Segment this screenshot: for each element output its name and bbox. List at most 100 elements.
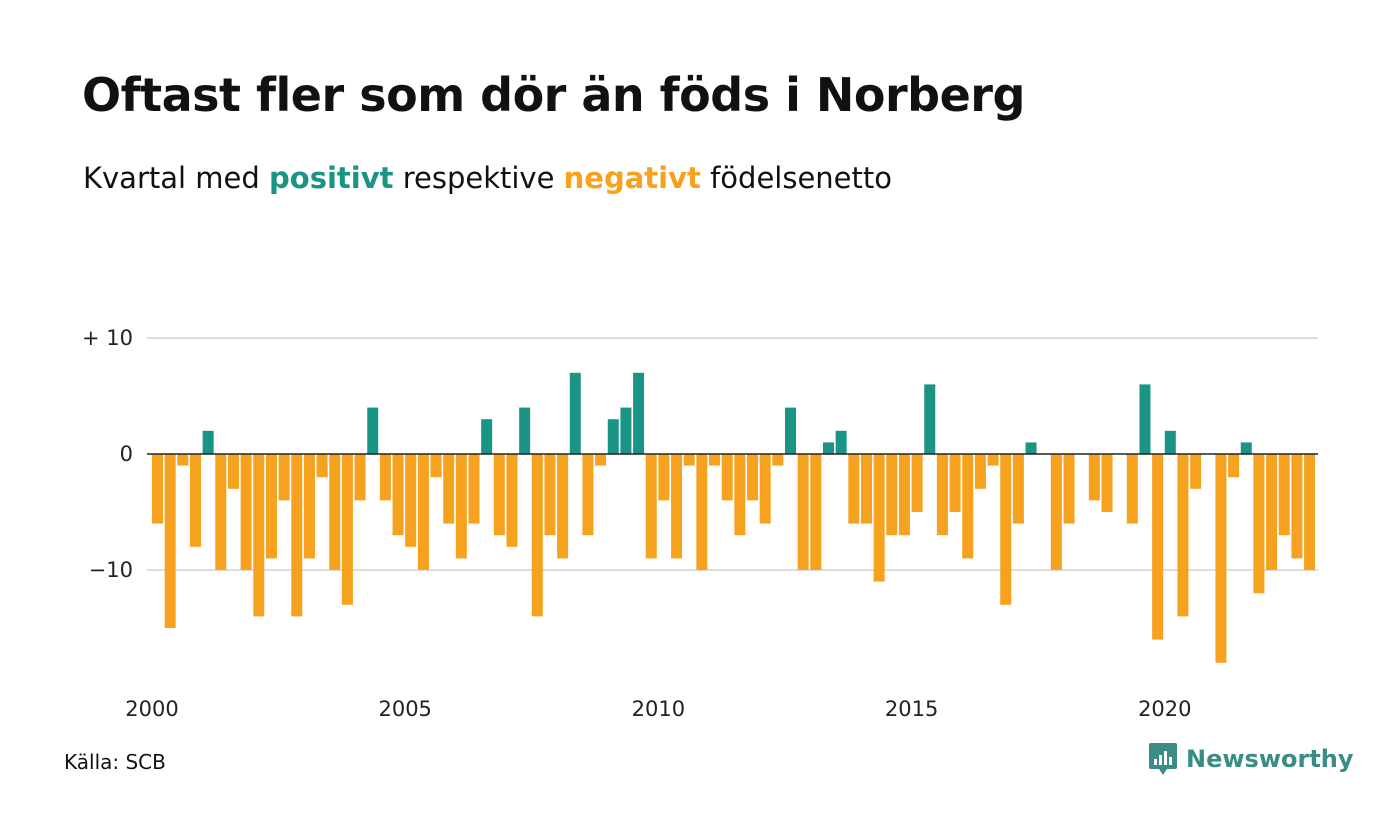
bar-positive [835,430,847,454]
bar-negative [860,454,872,524]
bar-positive [569,372,581,454]
bar-positive [785,407,796,454]
bar-negative [215,454,227,570]
source-note: Källa: SCB [64,750,166,774]
bar-negative [417,454,429,570]
subtitle-suffix: födelsenetto [700,161,892,195]
bar-negative [898,454,910,536]
bar-negative [455,454,467,559]
y-tick-label: + 10 [82,326,133,350]
bar-negative [759,454,771,524]
bar-negative [1228,454,1240,478]
bar-negative [531,454,543,617]
bar-negative [683,454,695,466]
x-axis-ticks: 2000 2005 2010 2015 2020 [125,697,1191,721]
bar-negative [1101,454,1113,512]
y-tick-label: 0 [120,442,133,466]
bar-negative [595,454,607,466]
bar-negative [253,454,265,617]
bar-negative [987,454,999,466]
bar-negative [1253,454,1265,594]
y-axis-ticks: + 10 0 −10 [82,326,133,582]
bar-negative [886,454,898,536]
bar-negative [430,454,442,478]
bar-negative [734,454,746,536]
bar-negative [1291,454,1303,559]
bar-negative [341,454,353,605]
bar-negative [1126,454,1138,524]
bar-negative [1152,454,1164,640]
bars-layer [152,372,1316,663]
bar-negative [316,454,328,478]
bar-positive [1139,384,1151,454]
bar-negative [949,454,961,512]
bar-negative [1190,454,1202,489]
bar-negative [797,454,809,570]
bar-positive [481,419,493,454]
bar-negative [1063,454,1075,524]
bar-negative [911,454,923,512]
bar-negative [848,454,860,524]
bar-negative [189,454,201,547]
bar-negative [810,454,822,570]
bar-negative [962,454,974,559]
bar-positive [367,407,379,454]
bar-negative [164,454,176,628]
bar-negative [582,454,594,536]
newsworthy-logo-icon [1149,743,1177,775]
bar-negative [873,454,885,582]
bar-negative [1012,454,1024,524]
bar-negative [227,454,239,489]
bar-negative [405,454,417,547]
bar-negative [557,454,569,559]
bar-negative [354,454,366,501]
x-tick-label: 2010 [632,697,685,721]
bar-negative [265,454,277,559]
subtitle-prefix: Kvartal med [83,161,270,195]
bar-negative [392,454,404,536]
chart-subtitle: Kvartal med positivt respektive negativt… [83,160,892,198]
bar-negative [443,454,455,524]
brand[interactable]: Newsworthy [1148,742,1354,776]
bar-positive [202,430,214,454]
bar-negative [1177,454,1189,617]
bar-negative [974,454,986,489]
x-tick-label: 2015 [885,697,938,721]
y-tick-label: −10 [89,558,133,582]
bar-negative [1266,454,1278,570]
chart-title: Oftast fler som dör än föds i Norberg [82,68,1025,122]
bar-negative [468,454,480,524]
bar-negative [152,454,163,524]
bar-negative [379,454,391,501]
bar-negative [671,454,683,559]
bar-negative [278,454,290,501]
bar-negative [291,454,303,617]
bar-negative [493,454,505,536]
bar-negative [1215,454,1227,663]
subtitle-middle: respektive [393,161,564,195]
bar-positive [620,407,632,454]
bar-negative [1050,454,1062,570]
bar-negative [303,454,315,559]
bar-negative [772,454,784,466]
subtitle-positive-word: positivt [269,161,394,195]
bar-negative [709,454,721,466]
bar-negative [747,454,759,501]
bar-negative [329,454,341,570]
bar-negative [645,454,657,559]
bar-negative [696,454,708,570]
x-tick-label: 2020 [1138,697,1191,721]
bar-negative [1088,454,1100,501]
bar-positive [519,407,531,454]
bar-positive [633,372,645,454]
bar-negative [1000,454,1012,605]
bar-positive [1240,442,1252,454]
x-tick-label: 2005 [378,697,431,721]
x-tick-label: 2000 [125,697,178,721]
bar-positive [1025,442,1037,454]
subtitle-negative-word: negativt [563,161,701,195]
bar-positive [924,384,936,454]
bar-negative [658,454,670,501]
bar-negative [177,454,189,466]
